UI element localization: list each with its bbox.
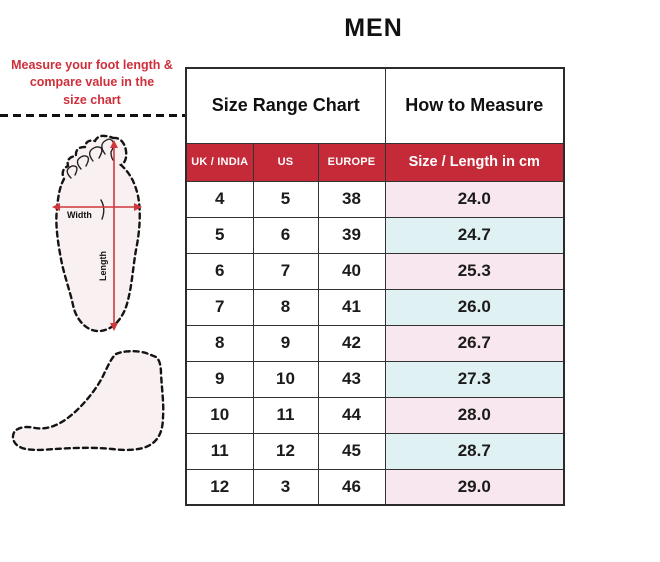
column-header-us: US (252, 142, 319, 182)
column-header-europe: EUROPE (317, 142, 386, 182)
foot-sole-outline (55, 134, 141, 333)
cell-eu: 42 (317, 324, 386, 362)
cell-cm: 28.7 (384, 432, 565, 470)
cell-uk: 8 (185, 324, 254, 362)
table-row: 6 7 40 25.3 (185, 252, 565, 290)
cell-uk: 12 (185, 468, 254, 506)
cell-uk: 10 (185, 396, 254, 434)
cell-uk: 7 (185, 288, 254, 326)
toe-crease (76, 155, 90, 170)
cell-uk: 9 (185, 360, 254, 398)
cell-eu: 45 (317, 432, 386, 470)
table-row: 9 10 43 27.3 (185, 360, 565, 398)
length-arrowhead-top (110, 140, 118, 148)
cell-cm: 25.3 (384, 252, 565, 290)
cell-us: 12 (252, 432, 319, 470)
group-header-size-range: Size Range Chart (185, 67, 386, 144)
cell-uk: 4 (185, 180, 254, 218)
cell-us: 11 (252, 396, 319, 434)
table-row: 5 6 39 24.7 (185, 216, 565, 254)
table-row: 8 9 42 26.7 (185, 324, 565, 362)
cell-cm: 29.0 (384, 468, 565, 506)
column-header-uk-india: UK / INDIA (185, 142, 254, 182)
cell-uk: 6 (185, 252, 254, 290)
dashed-separator (0, 114, 187, 117)
cell-eu: 39 (317, 216, 386, 254)
table-row: 11 12 45 28.7 (185, 432, 565, 470)
cell-uk: 11 (185, 432, 254, 470)
cell-cm: 26.7 (384, 324, 565, 362)
cell-cm: 24.0 (384, 180, 565, 218)
instruction-line: Measure your foot length & (11, 58, 173, 72)
table-row: 7 8 41 26.0 (185, 288, 565, 326)
width-arrowhead-right (134, 203, 142, 211)
foot-profile-outline (11, 350, 165, 452)
cell-us: 9 (252, 324, 319, 362)
cell-eu: 38 (317, 180, 386, 218)
cell-eu: 40 (317, 252, 386, 290)
cell-cm: 24.7 (384, 216, 565, 254)
cell-eu: 44 (317, 396, 386, 434)
toe-crease (66, 165, 78, 179)
instruction-line: compare value in the (29, 75, 155, 90)
size-table: Size Range Chart How to Measure UK / IND… (185, 67, 566, 506)
cell-eu: 41 (317, 288, 386, 326)
table-row: 4 5 38 24.0 (185, 180, 565, 218)
cell-uk: 5 (185, 216, 254, 254)
group-header-how-to-measure: How to Measure (384, 67, 565, 144)
table-row: 10 11 44 28.0 (185, 396, 565, 434)
column-header-size-length: Size / Length in cm (384, 142, 565, 182)
cell-us: 8 (252, 288, 319, 326)
cell-us: 10 (252, 360, 319, 398)
measure-instruction: Measure your foot length & compare value… (2, 57, 182, 109)
table-group-header-row: Size Range Chart How to Measure (185, 67, 565, 144)
cell-eu: 46 (317, 468, 386, 506)
instruction-line: size chart (63, 92, 121, 107)
table-column-header-row: UK / INDIA US EUROPE Size / Length in cm (185, 142, 565, 182)
cell-us: 5 (252, 180, 319, 218)
width-label: Width (67, 210, 92, 220)
cell-cm: 26.0 (384, 288, 565, 326)
cell-cm: 27.3 (384, 360, 565, 398)
toe-crease (88, 146, 103, 162)
length-label: Length (98, 251, 108, 281)
table-row: 12 3 46 29.0 (185, 468, 565, 506)
cell-cm: 28.0 (384, 396, 565, 434)
page-title: MEN (344, 14, 403, 42)
length-arrowhead-bottom (110, 323, 118, 331)
foot-profile-diagram (11, 350, 165, 452)
cell-us: 3 (252, 468, 319, 506)
cell-us: 6 (252, 216, 319, 254)
cell-us: 7 (252, 252, 319, 290)
width-arrowhead-left (52, 203, 60, 211)
foot-sole-diagram: Width Length (52, 134, 142, 333)
ball-crease (100, 199, 105, 220)
cell-eu: 43 (317, 360, 386, 398)
